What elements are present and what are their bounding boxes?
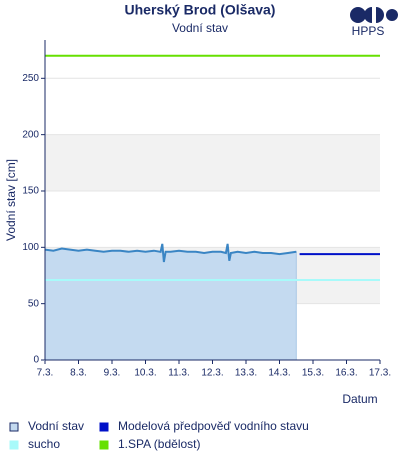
legend-swatch <box>99 440 109 450</box>
x-tick-label: 11.3. <box>168 368 190 379</box>
y-tick-label: 150 <box>22 186 39 197</box>
legend-label: Modelová předpověď vodního stavu <box>118 419 309 433</box>
legend-label: Vodní stav <box>28 419 84 433</box>
x-tick-label: 15.3. <box>302 368 324 379</box>
x-tick-label: 8.3. <box>70 368 87 379</box>
area <box>44 243 297 361</box>
x-tick-label: 7.3. <box>37 368 54 379</box>
x-tick-label: 13.3. <box>235 368 257 379</box>
x-axis-label: Datum <box>342 392 377 406</box>
legend-label: 1.SPA (bdělost) <box>118 437 201 451</box>
logo-circle <box>350 7 366 23</box>
y-tick-label: 200 <box>22 129 39 140</box>
y-tick-label: 250 <box>22 73 39 84</box>
legend-swatch <box>99 422 109 432</box>
legend-label: sucho <box>28 437 60 451</box>
legend-swatch <box>9 440 19 450</box>
legend-swatch <box>9 422 19 432</box>
y-tick-label: 50 <box>28 298 40 309</box>
chart-title: Uherský Brod (Olšava) <box>125 2 276 18</box>
logo-text: HPPS <box>352 24 385 38</box>
x-tick-label: 9.3. <box>104 368 121 379</box>
series-line <box>44 243 297 263</box>
chart-subtitle: Vodní stav <box>172 21 228 35</box>
x-tick-label: 12.3. <box>201 368 223 379</box>
x-tick-label: 14.3. <box>268 368 290 379</box>
logo-circle <box>386 9 398 21</box>
y-axis-label: Vodní stav [cm] <box>4 159 18 241</box>
logo: HPPS <box>350 7 398 38</box>
band <box>45 134 380 191</box>
logo-half <box>376 7 384 23</box>
x-tick-label: 16.3. <box>335 368 357 379</box>
x-tick-label: 10.3. <box>134 368 156 379</box>
y-tick-label: 100 <box>22 242 39 253</box>
legend: Vodní stav Modelová předpověď vodního sta… <box>9 419 309 451</box>
y-tick-label: 0 <box>33 355 39 366</box>
logo-half <box>364 7 372 23</box>
x-tick-label: 17.3. <box>369 368 391 379</box>
plot <box>44 40 380 361</box>
